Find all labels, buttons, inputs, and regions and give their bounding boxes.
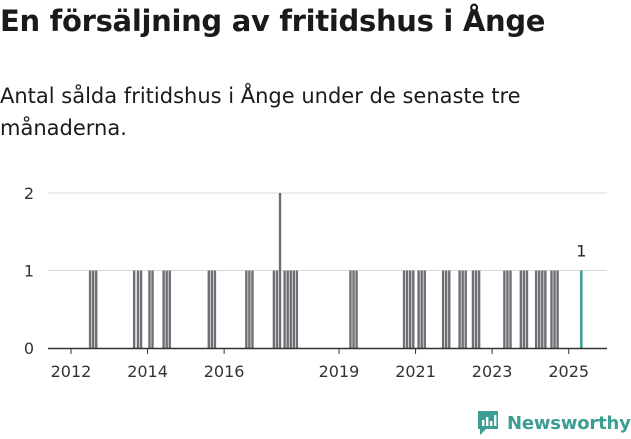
bar: [538, 270, 541, 348]
bar: [477, 270, 481, 348]
y-tick-label: 1: [24, 262, 34, 281]
x-tick-label: 2023: [472, 362, 513, 381]
bar: [275, 270, 279, 348]
chart-subtitle: Antal sålda fritidshus i Ånge under de s…: [0, 84, 521, 140]
x-tick-label: 2012: [51, 362, 92, 381]
bar: [355, 270, 358, 348]
bar: [165, 270, 168, 348]
bar: [168, 270, 171, 348]
bar: [506, 270, 509, 348]
bar: [412, 270, 415, 348]
bar: [525, 270, 529, 348]
brand-name: Newsworthy: [507, 412, 631, 434]
bar: [420, 270, 423, 348]
bar: [458, 270, 461, 348]
bar: [245, 270, 248, 348]
bar: [213, 270, 217, 348]
x-axis: [48, 347, 607, 354]
bar: [464, 270, 467, 348]
bar: [553, 270, 556, 348]
x-tick-label: 2019: [319, 362, 360, 381]
bar: [423, 270, 426, 348]
y-tick-label: 0: [24, 339, 34, 358]
bar: [88, 270, 92, 348]
x-tick-label: 2025: [548, 362, 589, 381]
bar: [136, 270, 140, 348]
bar: [509, 270, 512, 348]
bar: [503, 270, 506, 348]
x-tick-label: 2021: [395, 362, 436, 381]
x-tick-label: 2016: [204, 362, 245, 381]
bar: [132, 270, 136, 348]
x-tick-label: 2014: [127, 362, 168, 381]
bar: [272, 270, 276, 348]
bar: [402, 270, 406, 348]
labels: 0 1 2 1 2012 2014 2016 2019 2021 2023 2025: [24, 184, 589, 381]
bar: [352, 270, 355, 348]
bars: [88, 193, 583, 348]
bar: [474, 270, 478, 348]
bar: [95, 270, 98, 348]
bar: [349, 270, 352, 348]
bar: [207, 270, 211, 348]
bar: [289, 270, 292, 348]
bar: [151, 270, 154, 348]
bar: [148, 270, 151, 348]
bar: [278, 193, 282, 348]
bar: [461, 270, 464, 348]
y-tick-label: 2: [24, 184, 34, 203]
bar: [441, 270, 445, 348]
bar: [519, 270, 523, 348]
chart-title: En försäljning av fritidshus i Ånge: [0, 4, 546, 38]
bar: [91, 270, 95, 348]
bar: [541, 270, 544, 348]
bar: [162, 270, 165, 348]
newsworthy-logo[interactable]: Newsworthy: [476, 408, 631, 438]
bar: [534, 270, 538, 348]
bar: [444, 270, 448, 348]
bar: [295, 270, 299, 348]
bar: [139, 270, 143, 348]
bar: [292, 270, 296, 348]
bar: [409, 270, 412, 348]
bar: [550, 270, 553, 348]
bar: [544, 270, 547, 348]
bar: [417, 270, 420, 348]
data-label-latest: 1: [576, 242, 586, 261]
bar: [448, 270, 451, 348]
bar: [471, 270, 475, 348]
bar: [251, 270, 254, 348]
bar: [522, 270, 526, 348]
bar-latest: [580, 270, 583, 348]
bar: [248, 270, 251, 348]
bar: [210, 270, 214, 348]
bar: [556, 270, 559, 348]
gridlines: [48, 192, 607, 271]
newsworthy-icon: [478, 411, 498, 435]
bar: [405, 270, 409, 348]
bar: [283, 270, 286, 348]
bar: [286, 270, 289, 348]
